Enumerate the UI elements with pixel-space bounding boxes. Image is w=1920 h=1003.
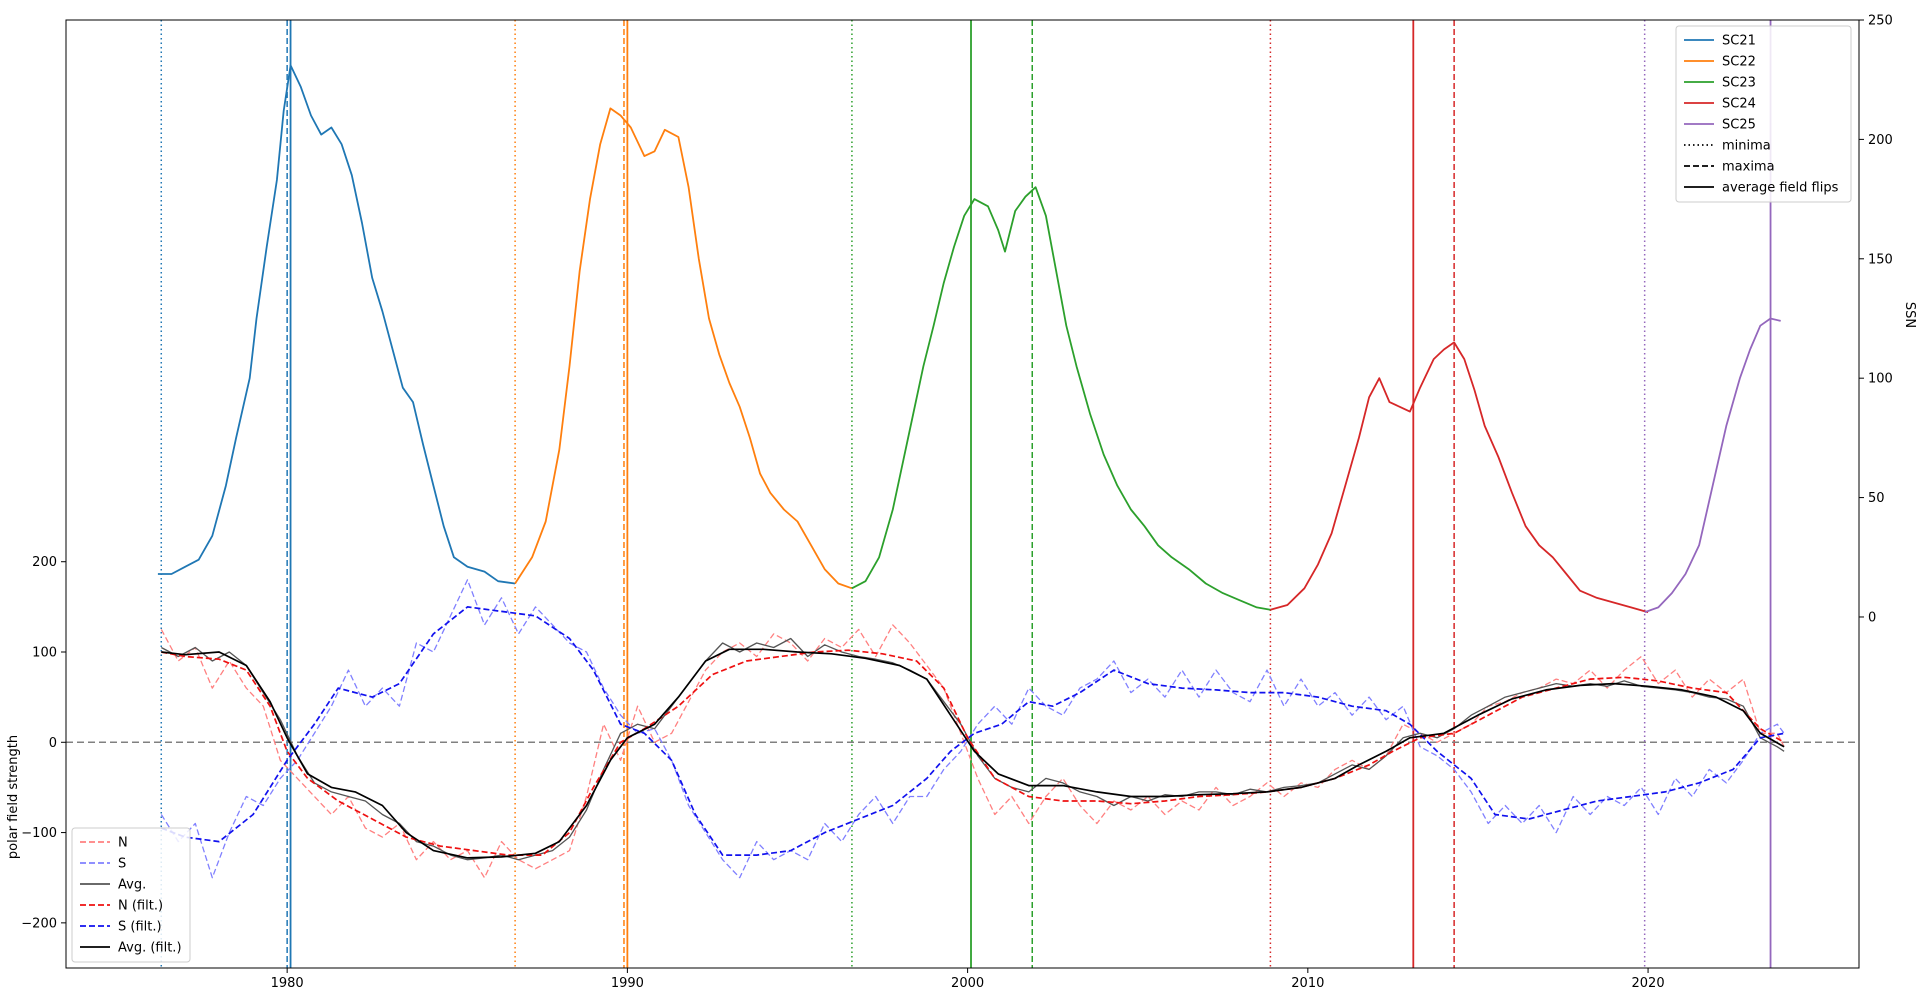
polar-tick-label: 0	[49, 736, 57, 751]
ssn-tick-label: 100	[1868, 372, 1893, 387]
legend-label-average-field-flips: average field flips	[1722, 181, 1839, 196]
polar-field-series	[160, 579, 1785, 879]
ssn-series	[157, 64, 1781, 614]
legend-label-minima: minima	[1722, 139, 1771, 154]
x-tick-label: 2000	[951, 976, 984, 991]
ssn-tick-label: 150	[1868, 252, 1893, 267]
cycle-legend-box	[1675, 25, 1852, 203]
polar-tick-label: 100	[32, 646, 57, 661]
plot-frame	[65, 19, 1860, 969]
polar-axis-label: polar field strength	[6, 735, 21, 859]
x-tick-label: 1990	[611, 976, 644, 991]
cycle-event-lines	[160, 20, 1772, 968]
polar-legend-box	[71, 827, 191, 963]
polar-line-n-filt	[161, 649, 1785, 856]
legend-label-sc25: SC25	[1722, 118, 1756, 133]
ssn-line-sc25	[1644, 317, 1781, 614]
ssn-line-sc21	[157, 64, 516, 585]
ssn-tick-label: 0	[1868, 610, 1876, 625]
ssn-tick-label: 250	[1868, 14, 1893, 29]
polar-field-axis: −200 −100 0 100 200	[21, 555, 66, 931]
legend-label-sc24: SC24	[1722, 97, 1756, 112]
polar-line-avg	[160, 637, 1785, 861]
polar-tick-label: 200	[32, 555, 57, 570]
polar-tick-label: −100	[21, 826, 57, 841]
ssn-line-sc22	[514, 107, 853, 590]
ssn-line-sc24	[1270, 341, 1649, 614]
polar-line-avg-filt	[161, 648, 1785, 859]
legend-label-avg: Avg.	[118, 878, 146, 893]
polar-line-n	[160, 624, 1785, 879]
legend-label-sc23: SC23	[1722, 76, 1756, 91]
polar-line-s	[160, 579, 1785, 879]
polar-tick-label: −200	[21, 916, 57, 931]
legend-label-sc21: SC21	[1722, 34, 1756, 49]
ssn-line-sc23	[851, 186, 1271, 611]
legend-label-s: S	[118, 857, 126, 872]
ssn-tick-label: 200	[1868, 133, 1893, 148]
x-tick-label: 2010	[1291, 976, 1324, 991]
polar-legend: NS Avg. N (filt.) S (filt.) Avg. (filt.)	[71, 827, 191, 963]
legend-label-n: N	[118, 836, 128, 851]
legend-label-sc22: SC22	[1722, 55, 1756, 70]
cycle-legend: SC21 SC22 SC23 SC24 SC25 minima maxima average …	[1675, 25, 1852, 203]
legend-label-avg-filt: Avg. (filt.)	[118, 941, 182, 956]
polar-line-s-filt	[160, 606, 1785, 856]
x-tick-label: 1980	[271, 976, 304, 991]
legend-label-s-filt: S (filt.)	[118, 920, 162, 935]
x-axis: 1980 1990 2000 2010 2020	[271, 968, 1665, 991]
ssn-tick-label: 50	[1868, 491, 1885, 506]
ssn-axis-label: SSN	[1902, 302, 1917, 328]
legend-label-n-filt: N (filt.)	[118, 899, 163, 914]
ssn-axis: 0 50 100 150 200 250	[1859, 14, 1893, 625]
x-tick-label: 2020	[1632, 976, 1665, 991]
legend-label-maxima: maxima	[1722, 160, 1775, 175]
